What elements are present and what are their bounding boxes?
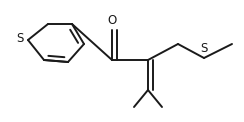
Text: O: O	[107, 14, 117, 26]
Text: S: S	[200, 42, 208, 56]
Text: S: S	[16, 31, 24, 45]
